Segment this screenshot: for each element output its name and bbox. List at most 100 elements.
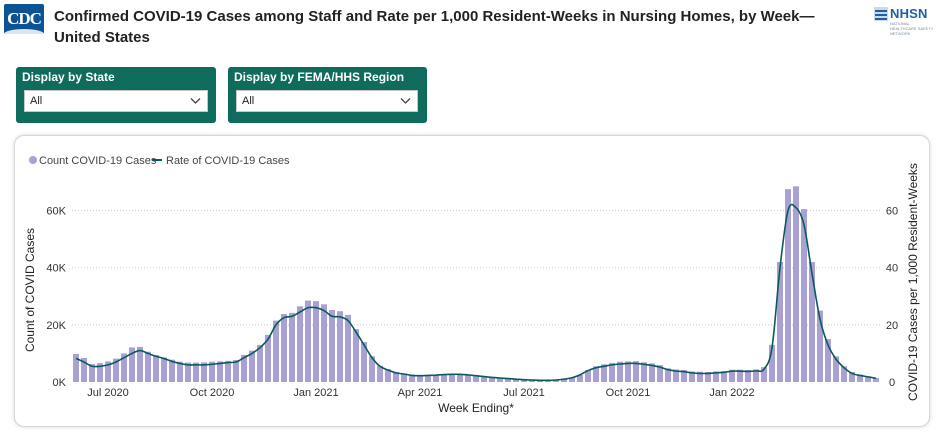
case-count-bar[interactable] (393, 372, 399, 382)
case-count-bar[interactable] (665, 368, 671, 382)
case-count-bar[interactable] (705, 372, 711, 382)
case-count-bar[interactable] (321, 304, 327, 382)
case-count-bar[interactable] (585, 370, 591, 382)
case-count-bar[interactable] (417, 375, 423, 382)
case-count-bar[interactable] (529, 379, 535, 382)
case-count-bar[interactable] (257, 344, 263, 382)
region-filter-dropdown[interactable]: All (236, 90, 418, 112)
case-count-bar[interactable] (753, 369, 759, 382)
case-count-bar[interactable] (105, 361, 111, 382)
case-count-bar[interactable] (457, 374, 463, 382)
case-count-bar[interactable] (649, 363, 655, 382)
case-count-bar[interactable] (873, 378, 879, 382)
case-count-bar[interactable] (809, 262, 815, 382)
case-count-bar[interactable] (601, 364, 607, 382)
case-count-bar[interactable] (569, 377, 575, 382)
case-count-bar[interactable] (465, 374, 471, 382)
case-count-bar[interactable] (153, 355, 159, 382)
case-count-bar[interactable] (401, 373, 407, 382)
case-count-bar[interactable] (329, 310, 335, 382)
case-count-bar[interactable] (745, 370, 751, 382)
case-count-bar[interactable] (241, 354, 247, 382)
case-count-bar[interactable] (409, 374, 415, 382)
case-count-bar[interactable] (441, 374, 447, 382)
case-count-bar[interactable] (385, 369, 391, 382)
case-count-bar[interactable] (193, 362, 199, 382)
case-count-bar[interactable] (721, 371, 727, 382)
case-count-bar[interactable] (185, 362, 191, 382)
case-count-bar[interactable] (217, 361, 223, 382)
case-count-bar[interactable] (697, 371, 703, 382)
case-count-bar[interactable] (73, 354, 79, 382)
case-count-bar[interactable] (97, 363, 103, 382)
case-count-bar[interactable] (825, 339, 831, 382)
case-count-bar[interactable] (609, 362, 615, 382)
case-count-bar[interactable] (577, 374, 583, 382)
case-count-bar[interactable] (305, 300, 311, 382)
case-count-bar[interactable] (673, 369, 679, 382)
case-count-bar[interactable] (201, 362, 207, 382)
case-count-bar[interactable] (505, 378, 511, 382)
case-count-bar[interactable] (297, 306, 303, 382)
case-count-bar[interactable] (361, 342, 367, 382)
case-count-bar[interactable] (497, 377, 503, 382)
case-count-bar[interactable] (833, 356, 839, 382)
case-count-bar[interactable] (337, 311, 343, 382)
case-count-bar[interactable] (625, 361, 631, 382)
case-count-bar[interactable] (265, 334, 271, 382)
case-count-bar[interactable] (377, 365, 383, 382)
case-count-bar[interactable] (513, 378, 519, 382)
case-count-bar[interactable] (345, 314, 351, 382)
case-count-bar[interactable] (161, 357, 167, 382)
case-count-bar[interactable] (121, 353, 127, 382)
case-count-bar[interactable] (737, 369, 743, 382)
case-count-bar[interactable] (481, 376, 487, 382)
case-count-bar[interactable] (641, 362, 647, 382)
case-count-bar[interactable] (225, 360, 231, 382)
case-count-bar[interactable] (729, 369, 735, 382)
case-count-bar[interactable] (313, 301, 319, 382)
state-filter-dropdown[interactable]: All (24, 90, 208, 112)
case-count-bar[interactable] (169, 359, 175, 382)
case-count-bar[interactable] (793, 186, 799, 382)
case-count-bar[interactable] (553, 379, 559, 382)
case-count-bar[interactable] (689, 371, 695, 382)
case-count-bar[interactable] (817, 310, 823, 382)
case-count-bar[interactable] (113, 358, 119, 382)
case-count-bar[interactable] (273, 320, 279, 382)
case-count-bar[interactable] (289, 312, 295, 382)
case-count-bar[interactable] (473, 375, 479, 382)
case-count-bar[interactable] (209, 361, 215, 382)
case-count-bar[interactable] (841, 366, 847, 382)
case-count-bar[interactable] (129, 347, 135, 382)
case-count-bar[interactable] (521, 379, 527, 382)
case-count-bar[interactable] (561, 378, 567, 382)
case-count-bar[interactable] (801, 209, 807, 382)
case-count-bar[interactable] (785, 189, 791, 382)
case-count-bar[interactable] (857, 374, 863, 382)
case-count-bar[interactable] (425, 375, 431, 382)
case-count-bar[interactable] (777, 262, 783, 382)
case-count-bar[interactable] (145, 351, 151, 382)
case-count-bar[interactable] (489, 377, 495, 382)
case-count-bar[interactable] (177, 361, 183, 382)
case-count-bar[interactable] (617, 361, 623, 382)
case-count-bar[interactable] (281, 314, 287, 382)
case-count-bar[interactable] (233, 360, 239, 382)
case-count-bar[interactable] (713, 371, 719, 382)
case-count-bar[interactable] (769, 344, 775, 382)
case-count-bar[interactable] (657, 365, 663, 382)
case-count-bar[interactable] (137, 346, 143, 382)
case-count-bar[interactable] (865, 376, 871, 382)
case-count-bar[interactable] (369, 356, 375, 382)
case-count-bar[interactable] (593, 366, 599, 382)
case-count-bar[interactable] (249, 350, 255, 382)
case-count-bar[interactable] (89, 364, 95, 382)
case-count-bar[interactable] (353, 329, 359, 382)
case-count-bar[interactable] (633, 361, 639, 382)
case-count-bar[interactable] (81, 358, 87, 382)
case-count-bar[interactable] (761, 367, 767, 382)
case-count-bar[interactable] (681, 370, 687, 382)
case-count-bar[interactable] (849, 372, 855, 382)
case-count-bar[interactable] (449, 374, 455, 382)
